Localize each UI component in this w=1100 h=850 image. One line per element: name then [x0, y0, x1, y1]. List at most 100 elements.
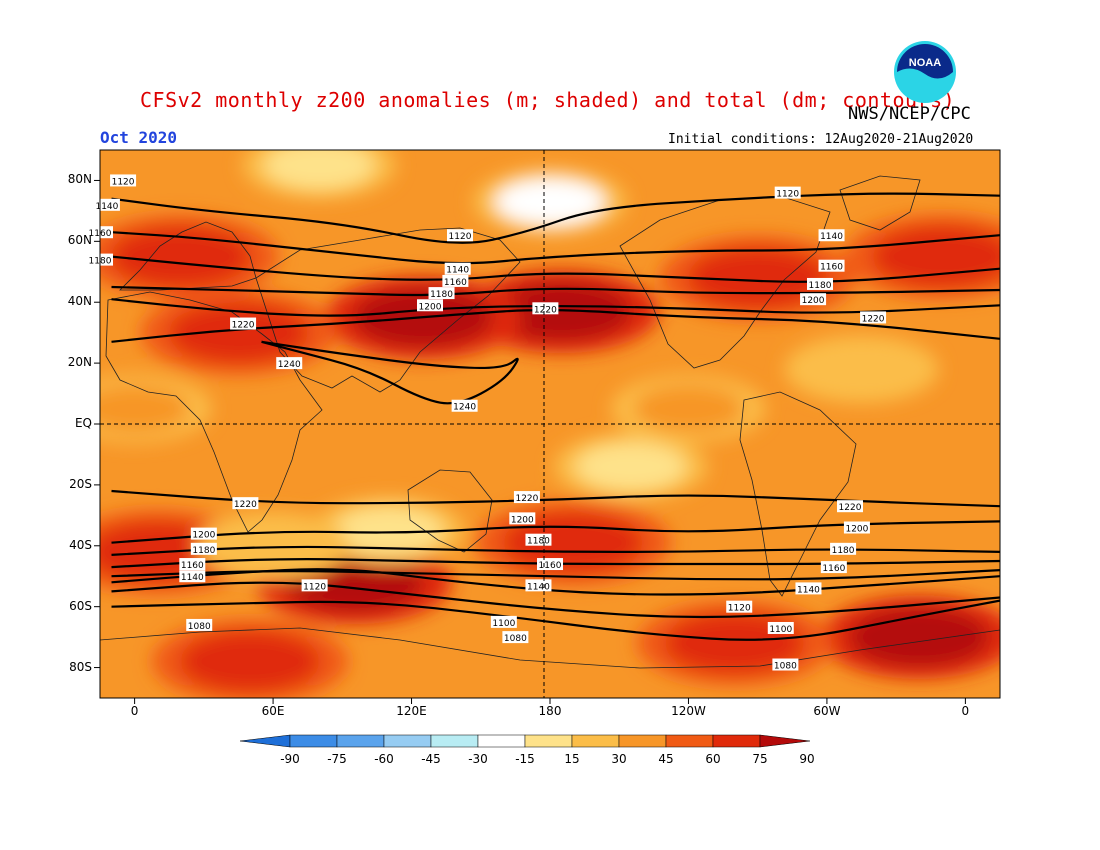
anomaly-core — [180, 631, 320, 692]
contour-label: 1160 — [181, 561, 204, 571]
contour-label-box — [820, 561, 847, 574]
contour-label: 1160 — [539, 561, 562, 571]
lat-label: 20N — [67, 355, 92, 370]
contour-label-box — [451, 399, 478, 412]
contour-1220 — [111, 309, 1000, 343]
contour-label: 1120 — [776, 190, 799, 200]
lat-label: 60N — [67, 233, 92, 248]
forecast-month: Oct 2020 — [100, 128, 178, 147]
coast-greenland — [839, 175, 921, 231]
contour-label-box — [490, 615, 517, 628]
contour-label-box — [190, 527, 217, 540]
coast-asia — [255, 227, 521, 393]
lat-label: 60S — [69, 598, 92, 613]
colorbar-swatch — [430, 734, 479, 748]
chart-title: CFSv2 monthly z200 anomalies (m; shaded)… — [140, 88, 956, 112]
contour-label: 1240 — [453, 403, 476, 413]
contour-label: 1080 — [188, 622, 211, 632]
contour-1160 — [111, 255, 1000, 283]
contour-label: 1140 — [820, 232, 843, 242]
contour-1140 — [111, 569, 1000, 581]
colorbar-tick-label: 75 — [752, 752, 768, 766]
contour-label-box — [502, 631, 529, 644]
contour-label-box — [301, 579, 328, 592]
contour-label: 1140 — [797, 585, 820, 595]
contour-1180 — [111, 545, 1000, 556]
contour-label-box — [860, 311, 887, 324]
contour-label: 1080 — [774, 662, 797, 672]
contour-1200 — [111, 298, 1000, 317]
contour-label-box — [537, 558, 563, 571]
contour-label: 1220 — [232, 321, 255, 331]
contour-1080 — [111, 599, 1000, 641]
colorbar-swatch — [571, 734, 620, 748]
colorbar-tick-label: -60 — [374, 752, 394, 766]
colorbar-high-arrow — [759, 734, 811, 748]
colorbar-swatch — [336, 734, 385, 748]
contour-label: 1120 — [449, 232, 472, 242]
anomaly-core — [806, 345, 917, 394]
contour-label: 1180 — [192, 546, 215, 556]
contour-label: 1160 — [822, 564, 845, 574]
lon-label: 60E — [261, 704, 285, 718]
lon-label: 120W — [671, 704, 706, 718]
contour-label: 1200 — [192, 531, 215, 541]
contour-label: 1200 — [802, 296, 825, 306]
contour-label: 1120 — [728, 604, 751, 614]
contour-label: 1220 — [234, 500, 257, 510]
colorbar — [239, 734, 811, 748]
contour-label-box — [513, 491, 540, 504]
colorbar-tick-label: -15 — [515, 752, 535, 766]
colorbar-tick-label: -90 — [280, 752, 300, 766]
contour-label: 1240 — [278, 360, 301, 370]
colorbar-tick-label: -30 — [468, 752, 488, 766]
colorbar-swatch — [665, 734, 714, 748]
contour-label: 1140 — [446, 266, 469, 276]
contour-label-box — [276, 357, 303, 370]
coast-south-america — [739, 391, 857, 597]
axis-ticks — [94, 179, 966, 704]
anomaly-shading — [100, 150, 1000, 698]
contour-label-box — [726, 600, 753, 613]
contour-label-box — [417, 299, 443, 312]
coast-antarctica — [100, 627, 1000, 669]
lon-label: 120E — [396, 704, 427, 718]
contour-label-box — [190, 542, 217, 555]
contour-label: 1180 — [430, 290, 453, 300]
noaa-logo-text: NOAA — [909, 57, 941, 69]
colorbar-low-arrow — [239, 734, 291, 748]
contour-label-box — [179, 570, 206, 583]
contour-label-box — [818, 229, 845, 242]
contour-label-box — [232, 497, 259, 510]
contour-label-box — [444, 262, 471, 275]
colorbar-tick-label: 15 — [564, 752, 580, 766]
colorbar-tick-label: 30 — [611, 752, 627, 766]
contour-label-box — [772, 658, 799, 671]
anomaly-core — [495, 177, 605, 226]
anomaly-core — [168, 302, 309, 363]
contour-label: 1140 — [95, 202, 118, 212]
contour-label: 1200 — [845, 525, 868, 535]
colorbar-swatch — [524, 734, 573, 748]
contour-label: 1220 — [862, 314, 885, 324]
height-contours — [111, 192, 1000, 641]
lat-label: EQ — [74, 416, 92, 430]
contour-label: 1120 — [303, 582, 326, 592]
contour-1220 — [111, 489, 1000, 508]
contour-label: 1160 — [444, 278, 467, 288]
contour-label: 1100 — [769, 625, 792, 635]
contour-label: 1220 — [839, 503, 862, 513]
contour-label: 1140 — [181, 573, 204, 583]
contour-label-box — [532, 302, 559, 315]
contour-label: 1200 — [511, 515, 534, 525]
agency-label: NWS/NCEP/CPC — [848, 104, 971, 124]
contour-label-box — [509, 512, 536, 525]
colorbar-tick-label: 45 — [658, 752, 674, 766]
contour-label-box — [774, 186, 801, 199]
contour-1240 — [261, 340, 519, 405]
lat-label: 40N — [67, 294, 92, 309]
lat-label: 80N — [67, 172, 92, 187]
noaa-logo: NOAA — [894, 41, 956, 103]
contour-label-box — [843, 521, 870, 534]
contour-label: 1220 — [515, 494, 538, 504]
